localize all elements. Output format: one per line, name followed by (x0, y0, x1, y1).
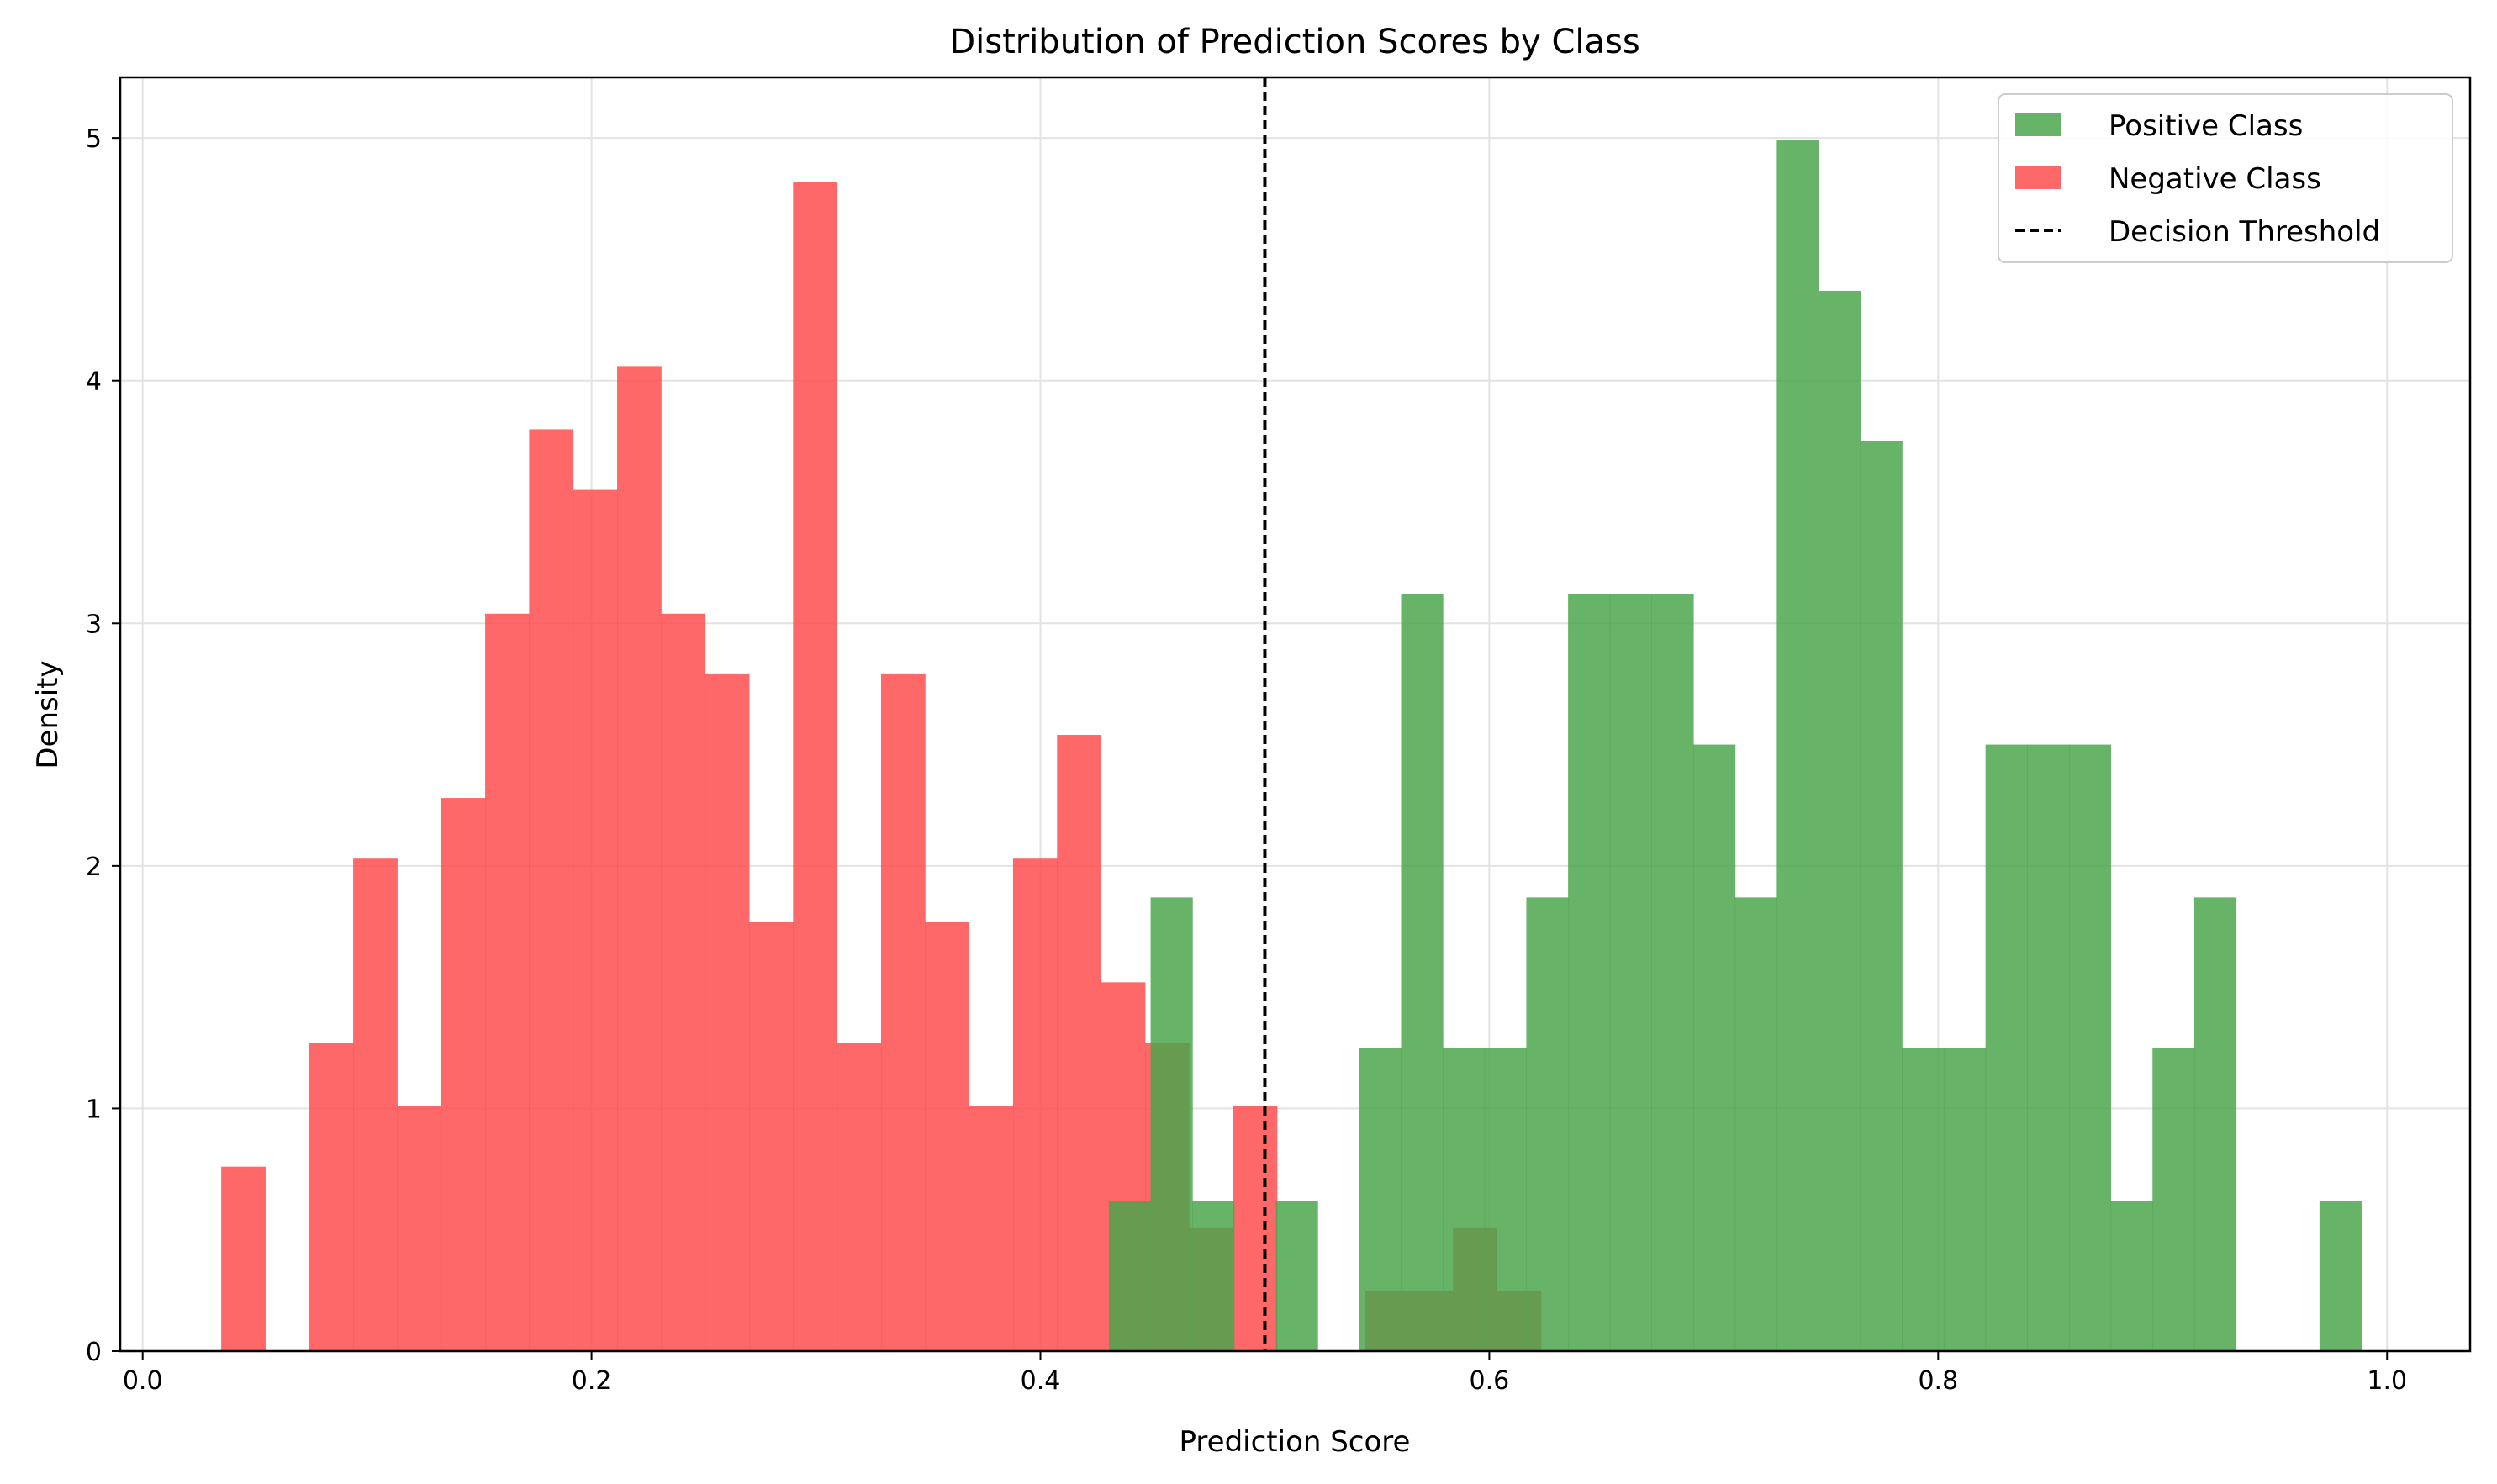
negative-class-bar (661, 613, 706, 1351)
negative-class-bar (749, 922, 794, 1351)
negative-class-bar (705, 673, 750, 1351)
x-axis-ticks: 0.0 0.2 0.4 0.6 0.8 1.0 (123, 1351, 2407, 1396)
negative-class-bar (353, 858, 398, 1351)
positive-class-bar (1819, 290, 1861, 1351)
positive-class-bar (1651, 594, 1694, 1351)
positive-class-bar (1693, 744, 1736, 1351)
x-tick-label: 0.0 (123, 1366, 163, 1396)
positive-class-bars (1108, 140, 2362, 1351)
negative-class-bar (1233, 1106, 1278, 1351)
legend-swatch-negative (2015, 166, 2061, 189)
y-axis-label: Density (31, 660, 65, 768)
negative-class-bar (793, 182, 838, 1352)
positive-class-bar (1443, 1048, 1486, 1351)
positive-class-bar (2110, 1201, 2153, 1351)
positive-class-bar (2319, 1201, 2362, 1351)
legend-label-positive: Positive Class (2109, 109, 2303, 143)
legend-label-negative: Negative Class (2109, 162, 2321, 196)
negative-class-bar (1057, 735, 1102, 1351)
positive-class-bar (1275, 1201, 1318, 1351)
negative-class-bar (969, 1106, 1014, 1351)
positive-class-bar (1150, 897, 1193, 1351)
positive-class-bar (1902, 1048, 1945, 1351)
negative-class-bar (309, 1043, 354, 1351)
negative-class-bars (221, 182, 1542, 1352)
legend-box (1998, 93, 2453, 263)
chart-title: Distribution of Prediction Scores by Cla… (949, 23, 1639, 61)
negative-class-bar (441, 798, 486, 1351)
negative-class-bar (880, 673, 926, 1351)
y-tick-label: 3 (86, 610, 102, 639)
legend-swatch-positive (2015, 113, 2061, 136)
positive-class-bar (1484, 1048, 1527, 1351)
negative-class-bar (617, 366, 662, 1351)
positive-class-bar (1192, 1201, 1235, 1351)
positive-class-bar (1943, 1048, 1987, 1351)
positive-class-bar (1401, 594, 1444, 1351)
x-axis-label: Prediction Score (1180, 1425, 1411, 1459)
positive-class-bar (1108, 1201, 1152, 1351)
legend: Positive Class Negative Class Decision T… (1998, 93, 2453, 263)
negative-class-bar (529, 429, 574, 1351)
plot-frame (119, 76, 2472, 1353)
positive-class-bar (1609, 594, 1652, 1351)
positive-class-bar (1776, 140, 1819, 1351)
x-tick-label: 1.0 (2367, 1366, 2407, 1396)
x-tick-label: 0.6 (1470, 1366, 1510, 1396)
positive-class-bar (2193, 897, 2237, 1351)
positive-class-bar (1734, 897, 1777, 1351)
x-tick-label: 0.8 (1918, 1366, 1958, 1396)
negative-class-bar (925, 922, 970, 1351)
positive-class-bar (2068, 744, 2112, 1351)
y-tick-label: 1 (86, 1095, 102, 1124)
positive-class-bar (1568, 594, 1611, 1351)
y-tick-label: 5 (86, 124, 102, 154)
x-tick-label: 0.2 (572, 1366, 612, 1396)
positive-class-bar (1359, 1048, 1402, 1351)
positive-class-bar (2152, 1048, 2195, 1351)
negative-class-bar (397, 1106, 442, 1351)
negative-class-bar (573, 489, 618, 1351)
y-tick-label: 2 (86, 853, 102, 882)
positive-class-bar (2027, 744, 2070, 1351)
legend-label-threshold: Decision Threshold (2109, 215, 2380, 249)
x-tick-label: 0.4 (1021, 1366, 1061, 1396)
positive-class-bar (1526, 897, 1569, 1351)
positive-class-bar (1860, 441, 1903, 1351)
negative-class-bar (221, 1166, 266, 1351)
negative-class-bar (1012, 858, 1058, 1351)
y-tick-label: 4 (86, 367, 102, 397)
negative-class-bar (485, 613, 530, 1351)
positive-class-bar (1985, 744, 2028, 1351)
y-axis-ticks: 0 1 2 3 4 5 (86, 124, 120, 1367)
y-tick-label: 0 (86, 1338, 102, 1367)
negative-class-bar (837, 1043, 882, 1351)
